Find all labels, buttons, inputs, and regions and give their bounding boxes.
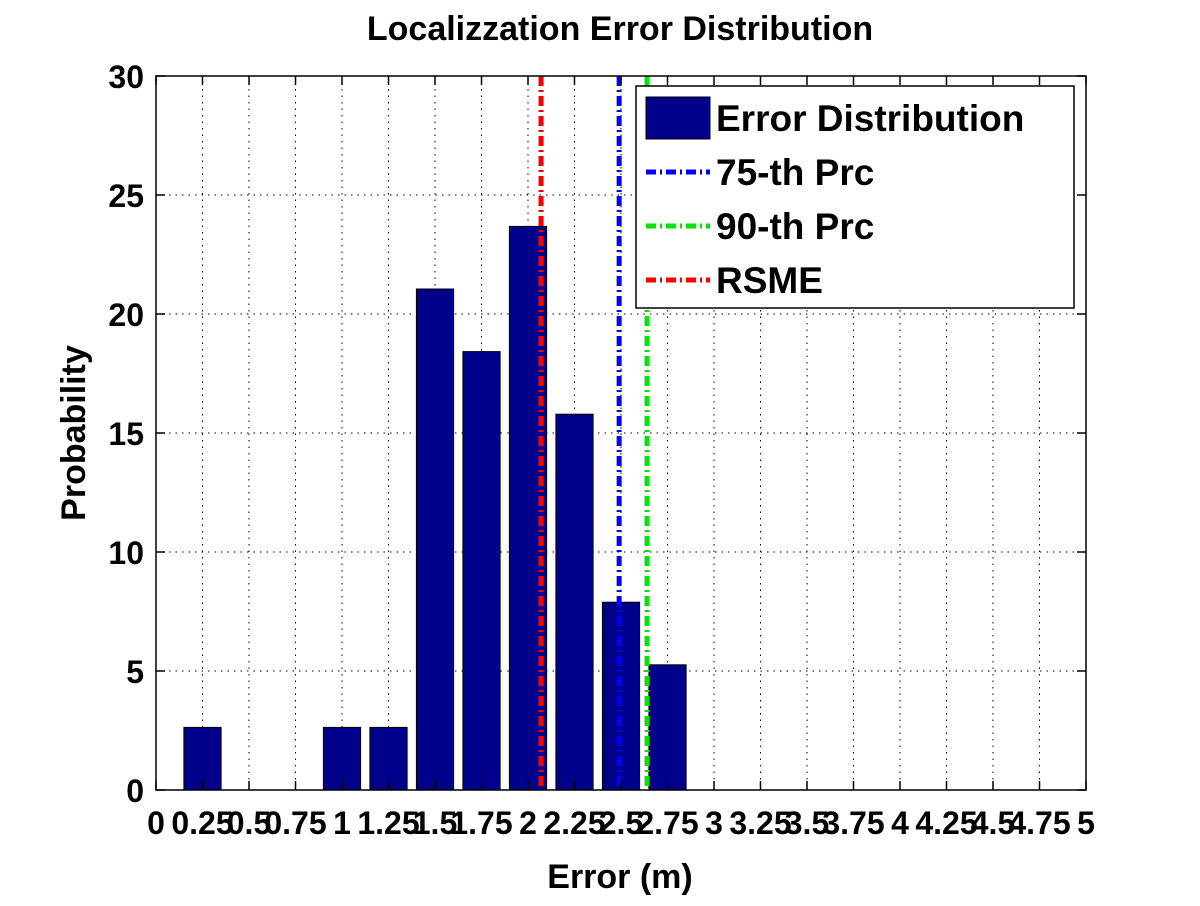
x-tick-label: 2.5 xyxy=(599,805,643,841)
histogram-bar xyxy=(415,288,455,791)
x-tick-label: 4.5 xyxy=(971,805,1015,841)
y-tick-label: 20 xyxy=(108,297,144,333)
bars xyxy=(183,225,687,791)
x-tick-label: 0.25 xyxy=(171,805,233,841)
x-tick-label: 3 xyxy=(705,805,723,841)
y-tick-label: 0 xyxy=(126,773,144,809)
histogram-bar xyxy=(462,351,501,791)
reference-lines xyxy=(538,76,650,790)
x-tick-label: 2.75 xyxy=(636,805,698,841)
x-tick-label: 3.25 xyxy=(729,805,791,841)
x-tick-label: 4 xyxy=(891,805,909,841)
x-tick-label: 1.5 xyxy=(413,805,457,841)
x-tick-label: 2 xyxy=(519,805,537,841)
axis-ticks: 0 0.250.50.75 1 1.251.51.75 2 2.252.52.75 3 3.2… xyxy=(108,59,1094,841)
x-tick-label: 3.75 xyxy=(822,805,884,841)
x-tick-label: 2.25 xyxy=(543,805,605,841)
histogram-bar xyxy=(369,726,408,791)
y-tick-label: 15 xyxy=(108,416,144,452)
x-axis-label: Error (m) xyxy=(547,858,692,896)
legend-label: Error Distribution xyxy=(716,98,1024,139)
x-tick-label: 1.25 xyxy=(357,805,419,841)
x-tick-label: 5 xyxy=(1077,805,1095,841)
x-tick-label: 0 xyxy=(147,805,165,841)
y-tick-label: 30 xyxy=(108,59,144,95)
x-tick-label: 4.25 xyxy=(915,805,977,841)
x-tick-label: 1 xyxy=(333,805,351,841)
legend-label: 75-th Prc xyxy=(716,152,874,193)
chart-title: Localizzation Error Distribution xyxy=(367,10,873,48)
histogram-bar xyxy=(648,664,687,791)
histogram-bar xyxy=(183,726,222,791)
y-tick-label: 25 xyxy=(108,178,144,214)
legend: Error Distribution 75-th Prc 90-th Prc RSME xyxy=(635,85,1075,309)
histogram-bar xyxy=(322,726,362,791)
y-tick-label: 5 xyxy=(126,654,144,690)
x-tick-label: 4.75 xyxy=(1008,805,1070,841)
legend-label: RSME xyxy=(716,260,823,301)
x-tick-label: 0.75 xyxy=(264,805,326,841)
y-axis-label: Probability xyxy=(55,345,93,521)
legend-swatch-bar xyxy=(645,96,711,140)
histogram-bar xyxy=(555,413,594,791)
y-tick-label: 10 xyxy=(108,535,144,571)
legend-label: 90-th Prc xyxy=(716,206,874,247)
x-tick-label: 1.75 xyxy=(450,805,512,841)
x-tick-label: 0.5 xyxy=(227,805,271,841)
x-tick-label: 3.5 xyxy=(785,805,829,841)
